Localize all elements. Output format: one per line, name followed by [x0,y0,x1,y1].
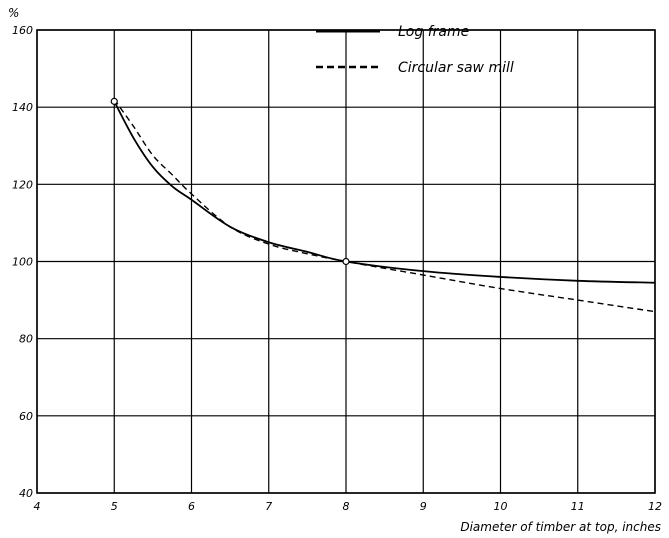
y-tick-label: 100 [12,256,33,269]
data-point-marker [110,97,118,105]
x-axis-ticks: 4 5 6 7 8 9 10 11 12 [34,500,663,513]
x-tick-label: 11 [571,500,585,513]
y-axis-label: % [8,6,19,20]
legend-label-log-frame: Log frame [398,24,469,40]
y-tick-label: 160 [12,24,33,37]
y-tick-label: 120 [12,178,33,191]
legend: Log frame Circular saw mill [316,24,514,76]
x-axis-label: Diameter of timber at top, inches [460,520,661,534]
legend-label-circular-saw-mill: Circular saw mill [398,60,514,76]
y-tick-label: 80 [19,333,33,346]
x-tick-label: 8 [343,500,350,513]
x-tick-label: 9 [420,500,427,513]
x-tick-label: 6 [188,500,195,513]
series-line-circular-saw-mill [113,99,656,313]
x-tick-label: 12 [648,500,662,513]
data-point-marker [342,257,350,266]
y-tick-label: 60 [19,410,33,423]
y-tick-label: 40 [19,487,33,500]
y-axis-ticks: 40 60 80 100 120 140 160 [12,24,33,500]
x-tick-label: 10 [494,500,508,513]
data-markers [110,97,350,266]
y-tick-label: 140 [12,101,33,114]
x-tick-label: 5 [111,500,118,513]
x-tick-label: 4 [34,500,41,513]
series-line-log-frame [113,100,656,284]
series-lines [113,99,656,313]
x-tick-label: 7 [265,500,272,513]
